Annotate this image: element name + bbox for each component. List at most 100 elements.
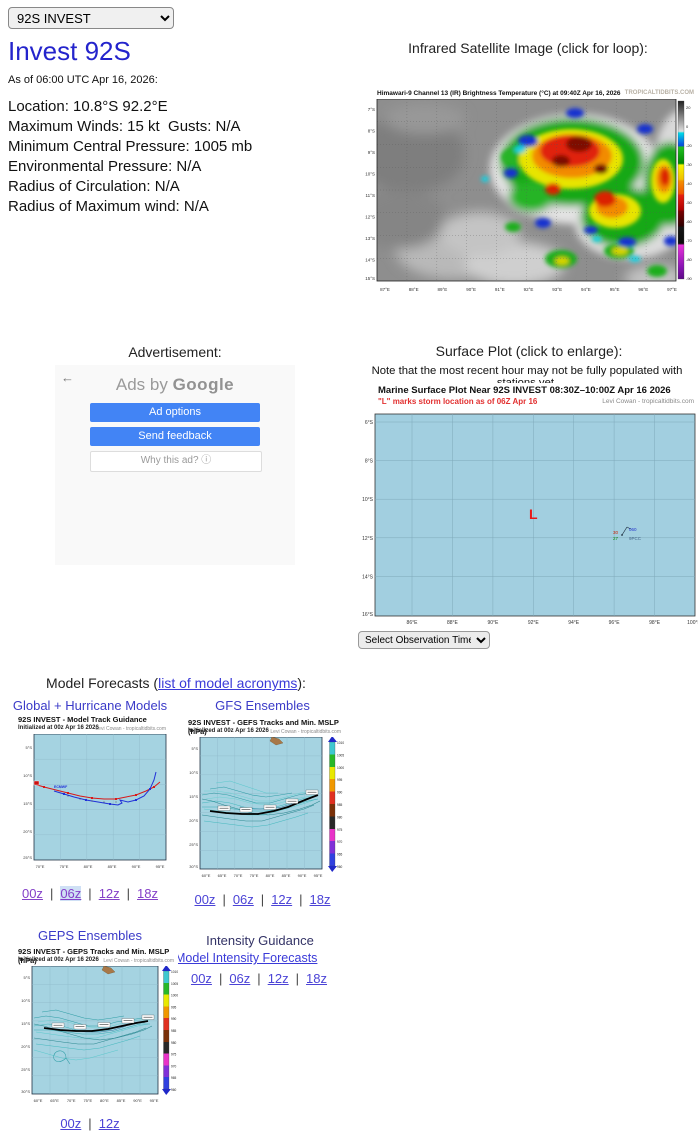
colorbar-labels: 1010 1005 1000 995 990 985 980 975 970 9… — [337, 741, 344, 869]
ads-by-google-label: Ads by Google — [55, 375, 295, 395]
time-link-18z[interactable]: 18z — [309, 892, 331, 907]
surface-plot-section-title: Surface Plot (click to enlarge): — [435, 343, 623, 359]
geps-ensembles-heading[interactable]: GEPS Ensembles — [37, 928, 143, 943]
time-link-18z[interactable]: 18z — [137, 886, 159, 901]
satellite-lat-labels: 7°S 8°S 9°S 10°S 11°S 12°S 13°S 14°S 15°… — [365, 107, 375, 281]
station-pressure: 060 — [629, 527, 637, 532]
surface-plot-y-labels: 6°S 8°S 10°S 12°S 14°S 16°S — [362, 420, 374, 618]
global-hurricane-models-heading[interactable]: Global + Hurricane Models — [12, 698, 168, 713]
satellite-colorbar-labels: 20 0 -20 -30 -40 -50 -60 -70 -80 -90 — [686, 105, 693, 281]
lon-tick: 90°E — [487, 620, 499, 626]
satellite-image[interactable]: Himawari-9 Channel 13 (IR) Brightness Te… — [365, 88, 696, 301]
lat-tick: 20°S — [23, 829, 32, 834]
geps-ensemble-chart[interactable]: 92S INVEST - GEPS Tracks and Min. MSLP (… — [10, 946, 178, 1110]
lon-tick: 89°E — [437, 287, 447, 292]
track-start-marker — [33, 780, 40, 786]
lat-tick: 15°S — [21, 1021, 30, 1026]
colorbar-tick: -20 — [686, 143, 693, 148]
time-link-00z[interactable]: 00z — [21, 886, 43, 901]
cb-tick: 975 — [171, 1053, 177, 1057]
lat-tick: 20°S — [189, 818, 198, 823]
lon-tick: 70°E — [67, 1098, 76, 1103]
gfs-ensembles-heading[interactable]: GFS Ensembles — [215, 698, 310, 713]
time-link-18z[interactable]: 18z — [306, 971, 328, 986]
model-forecasts-heading: Model Forecasts (list of model acronyms)… — [0, 675, 352, 691]
lon-tick: 96°E — [609, 620, 621, 626]
separator: | — [257, 971, 261, 986]
time-link-00z[interactable]: 00z — [190, 971, 212, 986]
colorbar-tick: 20 — [686, 105, 691, 110]
separator: | — [88, 1116, 92, 1131]
time-link-00z[interactable]: 00z — [60, 1116, 82, 1131]
model-acronyms-link[interactable]: list of model acronyms — [158, 675, 298, 691]
time-link-06z[interactable]: 06z — [60, 886, 82, 901]
colorbar-labels: 1010 1005 1000 995 990 985 980 975 970 9… — [171, 970, 178, 1092]
time-link-06z[interactable]: 06z — [229, 971, 251, 986]
lon-tick: 70°E — [234, 873, 243, 878]
cb-tick: 1000 — [337, 766, 344, 770]
gefs-ensemble-chart[interactable]: 92S INVEST - GEFS Tracks and Min. MSLP (… — [180, 717, 345, 886]
storm-location: Location: 10.8°S 92.2°E — [8, 98, 168, 115]
colorbar-tick: -70 — [686, 238, 693, 243]
mslp-colorbar — [163, 970, 170, 1090]
chart-init-time: Initialized at 00z Apr 16 2026 — [18, 957, 99, 963]
geps-time-links: 00z | 12z — [10, 1116, 170, 1131]
lat-tick: 20°S — [21, 1044, 30, 1049]
ad-options-button[interactable]: Ad options — [90, 403, 260, 422]
lat-tick: 8°S — [365, 459, 374, 465]
lon-tick: 96°E — [638, 287, 648, 292]
cb-tick: 985 — [171, 1029, 177, 1033]
lon-tick: 75°E — [60, 864, 69, 869]
lon-tick: 60°E — [34, 1098, 43, 1103]
why-this-ad-button[interactable]: Why this ad? ⓘ — [90, 451, 262, 472]
colorbar-up-arrow — [162, 965, 171, 971]
cb-tick: 990 — [171, 1017, 177, 1021]
storm-selector[interactable]: 92S INVEST — [8, 7, 174, 29]
cb-tick: 970 — [337, 840, 343, 844]
colorbar-tick: -40 — [686, 181, 693, 186]
gefs-time-links: 00z | 06z | 12z | 18z — [180, 892, 345, 907]
model-intensity-forecasts-link[interactable]: Model Intensity Forecasts — [175, 951, 318, 965]
cb-tick: 990 — [337, 791, 343, 795]
surface-plot-image[interactable]: Marine Surface Plot Near 92S INVEST 08:3… — [358, 383, 698, 629]
lat-tick: 10°S — [23, 773, 32, 778]
mean-track-labels — [217, 789, 319, 813]
colorbar-down-arrow — [328, 866, 337, 872]
time-link-12z[interactable]: 12z — [271, 892, 293, 907]
chart-title: 92S INVEST - GEPS Tracks and Min. MSLP (… — [18, 947, 170, 965]
track-guidance-time-links: 00z | 06z | 12z | 18z — [10, 886, 170, 901]
model-track-guidance-chart[interactable]: 92S INVEST - Model Track Guidance Initia… — [10, 714, 170, 876]
lon-tick: 80°E — [266, 873, 275, 878]
lon-tick: 94°E — [581, 287, 591, 292]
time-link-12z[interactable]: 12z — [98, 1116, 120, 1131]
time-link-06z[interactable]: 06z — [232, 892, 254, 907]
lon-tick: 75°E — [83, 1098, 92, 1103]
ad-back-arrow-icon[interactable]: ← — [61, 370, 74, 385]
lon-tick: 95°E — [314, 873, 323, 878]
wind-barb-icon — [621, 526, 631, 536]
lon-tick: 80°E — [84, 864, 93, 869]
time-link-12z[interactable]: 12z — [98, 886, 120, 901]
lon-tick: 85°E — [117, 1098, 126, 1103]
storm-max-winds: Maximum Winds: 15 kt Gusts: N/A — [8, 118, 241, 135]
lat-tick: 11°S — [366, 193, 375, 198]
lat-tick: 10°S — [362, 497, 374, 503]
chart-title: 92S INVEST - GEFS Tracks and Min. MSLP (… — [188, 718, 339, 736]
storm-radius-circulation: Radius of Circulation: N/A — [8, 178, 180, 195]
lon-tick: 85°E — [108, 864, 117, 869]
cb-tick: 960 — [171, 1088, 177, 1092]
colorbar-tick: -30 — [686, 162, 693, 167]
station-temp: 30 — [613, 530, 619, 535]
time-link-12z[interactable]: 12z — [267, 971, 289, 986]
time-link-00z[interactable]: 00z — [194, 892, 216, 907]
send-feedback-button[interactable]: Send feedback — [90, 427, 260, 446]
surface-plot-map: 6°S 8°S 10°S 12°S 14°S 16°S 86°E 88°E 90… — [362, 413, 698, 626]
lon-tick: 88°E — [409, 287, 419, 292]
lon-tick: 87°E — [380, 287, 390, 292]
station-id: 9PCC — [629, 536, 642, 541]
y-axis-labels: 5°S 10°S 15°S 20°S 25°S — [23, 745, 32, 860]
observation-time-selector[interactable]: Select Observation Time... — [358, 631, 490, 649]
lat-tick: 5°S — [192, 746, 199, 751]
separator: | — [260, 892, 265, 907]
gefs-map: 1010 1005 1000 995 990 985 980 975 970 9… — [189, 736, 344, 878]
